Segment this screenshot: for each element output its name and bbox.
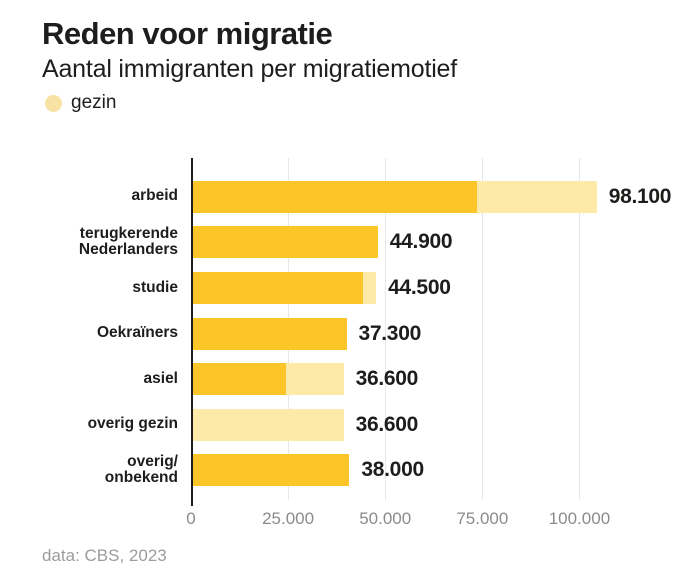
x-tick-label: 75.000 [456, 509, 509, 528]
bar-segment-motief [193, 363, 286, 396]
y-axis-line [191, 158, 193, 506]
bar-value-label: 98.100 [608, 184, 672, 208]
bar-plot-area: 98.100 [193, 180, 691, 213]
bar-value-label: 44.500 [388, 275, 451, 299]
category-label: terugkerende Nederlanders [78, 224, 178, 259]
bar-chart: arbeid 98.100 terugkerende Nederlanders 44.9… [0, 158, 691, 528]
legend: gezin [45, 92, 691, 114]
chart-title: Reden voor migratie [42, 16, 333, 51]
bar-value-label: 36.600 [355, 367, 419, 391]
bar-segment-gezin [362, 271, 377, 304]
bar-value-label: 36.600 [355, 412, 419, 436]
bar-plot-area: 44.900 [193, 226, 691, 259]
x-tick-label: 25.000 [262, 509, 315, 528]
bar-plot-area: 36.600 [193, 363, 691, 396]
bar-segment-motief [193, 226, 378, 259]
bar-value-label: 44.900 [389, 230, 453, 254]
bar-plot-area: 38.000 [193, 454, 691, 487]
gridline-50000 [385, 158, 387, 500]
legend-label: gezin [71, 92, 117, 113]
bar-segment-gezin [193, 408, 344, 441]
category-label: overig/onbekend [104, 452, 178, 487]
legend-dot-icon [45, 94, 62, 112]
bar-row: overig/onbekend 38.000 [0, 448, 691, 494]
bar-segment-gezin [476, 180, 597, 213]
gridline-100000 [579, 158, 581, 500]
bar-row: overig gezin 36.600 [0, 402, 691, 448]
x-tick-label: 50.000 [359, 509, 412, 528]
bar-segment-motief [193, 180, 477, 213]
bar-value-label: 38.000 [361, 458, 424, 482]
category-label: Oekraïners [97, 324, 178, 342]
bar-segment-motief [193, 271, 363, 304]
x-tick-label: 0 [186, 509, 196, 528]
bar-segment-motief [193, 454, 350, 487]
x-axis-ticks: 0 25.000 50.000 75.000 100.000 [186, 509, 661, 531]
bar-segment-gezin [285, 363, 344, 396]
x-tick-label: 100.000 [548, 509, 611, 528]
bar-value-label: 37.300 [358, 321, 422, 345]
bar-plot-area: 37.300 [193, 317, 691, 350]
category-label: arbeid [131, 187, 178, 205]
chart-subtitle: Aantal immigranten per migratiemotief [42, 55, 457, 83]
gridline-75000 [482, 158, 484, 500]
bar-row: arbeid 98.100 [0, 174, 691, 220]
bar-row: terugkerende Nederlanders 44.900 [0, 220, 691, 266]
bar-row: studie 44.500 [0, 265, 691, 311]
bar-row: asiel 36.600 [0, 356, 691, 402]
category-label: studie [132, 278, 178, 296]
header: Reden voor migratie Aantal immigranten p… [0, 0, 691, 114]
bar-plot-area: 36.600 [193, 408, 691, 441]
bar-segment-motief [193, 317, 347, 350]
category-label: overig gezin [87, 415, 178, 433]
bar-plot-area: 44.500 [193, 271, 691, 304]
bar-row: Oekraïners 37.300 [0, 311, 691, 357]
source-note: data: CBS, 2023 [42, 546, 167, 565]
category-label: asiel [143, 369, 178, 387]
bar-rows: arbeid 98.100 terugkerende Nederlanders 44.9… [0, 174, 691, 493]
